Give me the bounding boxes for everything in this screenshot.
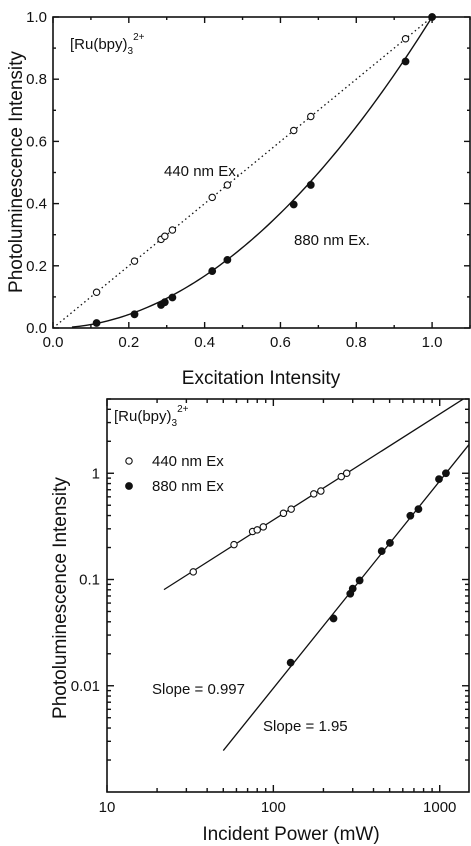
linear-point-880nm	[401, 57, 410, 66]
linear-point-440nm	[92, 288, 101, 296]
legend-complex-label: [Ru(bpy)32+	[114, 404, 189, 429]
linear-point-880nm	[92, 319, 101, 327]
log-point-880nm	[286, 658, 295, 667]
linear-point-440nm	[307, 112, 315, 121]
linear-point-880nm	[130, 310, 139, 319]
log-point-880nm	[386, 539, 394, 547]
linear-point-880nm	[208, 267, 217, 275]
linear-y-tick-label: 0.8	[26, 71, 47, 88]
linear-x-tick-label: 0.2	[118, 334, 139, 351]
log-point-440nm	[230, 540, 238, 549]
linear-point-880nm	[306, 181, 315, 189]
log-chart-ticks: 10 100 1000 0.01 0.1 1	[71, 398, 469, 816]
linear-y-tick-label: 0.6	[26, 133, 47, 150]
linear-point-880nm	[289, 200, 298, 209]
linear-point-440nm	[168, 226, 177, 234]
linear-chart-x-axis-title: Excitation Intensity	[182, 368, 341, 389]
linear-chart-ticks: 0.0 0.2 0.4 0.6 0.8 1.0 0.0 0.2 0.4 0.6 0.8 1.0	[26, 9, 471, 351]
linear-point-440nm	[130, 257, 139, 265]
linear-point-440nm	[289, 126, 298, 135]
linear-x-tick-label: 0.8	[346, 334, 367, 351]
linear-point-440nm	[161, 232, 169, 241]
linear-chart-y-axis-title: Photoluminescence Intensity	[6, 51, 27, 293]
log-point-880nm	[414, 505, 423, 513]
log-point-440nm	[342, 469, 351, 478]
legend-open-circle-marker	[125, 457, 133, 465]
log-chart-panel: 10 100 1000 0.01 0.1 1 Incident Power (mW) Ph…	[50, 398, 470, 845]
linear-x-tick-label: 1.0	[422, 334, 443, 351]
legend-entry-880nm: 880 nm Ex	[152, 478, 224, 495]
linear-chart-data	[52, 13, 436, 329]
log-point-440nm	[253, 526, 261, 534]
log-point-880nm	[377, 547, 386, 556]
log-fit-880nm-line	[222, 444, 469, 751]
log-point-440nm	[279, 509, 288, 518]
log-point-440nm	[259, 523, 268, 531]
linear-point-880nm	[160, 298, 169, 307]
log-y-tick-label: 0.1	[79, 572, 100, 589]
log-chart-legend: [Ru(bpy)32+ 440 nm Ex 880 nm Ex	[114, 404, 224, 495]
linear-x-tick-label: 0.4	[194, 334, 215, 351]
linear-chart-panel: 0.0 0.2 0.4 0.6 0.8 1.0 0.0 0.2 0.4 0.6 0.8 1.0 Exc…	[6, 9, 471, 389]
legend-filled-circle-marker	[125, 482, 133, 490]
linear-point-880nm	[168, 293, 177, 302]
log-chart-slope-880nm-label: Slope = 1.95	[263, 718, 348, 735]
log-point-440nm	[287, 505, 295, 513]
linear-chart-complex-label: [Ru(bpy)32+	[70, 32, 145, 57]
log-point-440nm	[189, 568, 198, 576]
linear-y-tick-label: 0.4	[26, 196, 47, 213]
log-point-880nm	[435, 475, 443, 484]
linear-point-440nm	[223, 181, 232, 189]
log-chart-slope-440nm-label: Slope = 0.997	[152, 681, 245, 698]
linear-point-440nm	[208, 193, 216, 202]
log-point-880nm	[406, 511, 415, 520]
linear-y-tick-label: 0.2	[26, 258, 47, 275]
linear-y-tick-label: 1.0	[26, 9, 47, 26]
linear-point-440nm	[401, 35, 410, 43]
linear-fit-880nm-curve	[71, 16, 433, 328]
linear-x-tick-label: 0.6	[270, 334, 291, 351]
log-x-tick-label: 100	[261, 799, 286, 816]
log-y-tick-label: 1	[92, 465, 100, 482]
log-point-880nm	[355, 576, 364, 585]
linear-chart-880nm-label: 880 nm Ex.	[294, 232, 370, 249]
linear-chart-440nm-label: 440 nm Ex.	[164, 163, 240, 180]
log-point-880nm	[348, 584, 357, 593]
log-chart-y-axis-title: Photoluminescence Intensity	[50, 477, 71, 719]
log-chart-data	[163, 399, 469, 751]
linear-point-880nm	[223, 255, 232, 264]
log-x-tick-label: 10	[99, 799, 116, 816]
linear-x-tick-label: 0.0	[43, 334, 64, 351]
log-point-880nm	[329, 614, 338, 623]
log-point-880nm	[442, 469, 450, 478]
legend-entry-440nm: 440 nm Ex	[152, 453, 224, 470]
log-point-440nm	[310, 490, 318, 498]
log-point-440nm	[337, 472, 346, 481]
log-x-tick-label: 1000	[423, 799, 456, 816]
linear-fit-440nm-dotted-line	[52, 16, 433, 329]
log-point-440nm	[317, 487, 325, 495]
log-chart-x-axis-title: Incident Power (mW)	[202, 824, 379, 845]
linear-y-tick-label: 0.0	[26, 320, 47, 337]
log-y-tick-label: 0.01	[71, 678, 100, 695]
